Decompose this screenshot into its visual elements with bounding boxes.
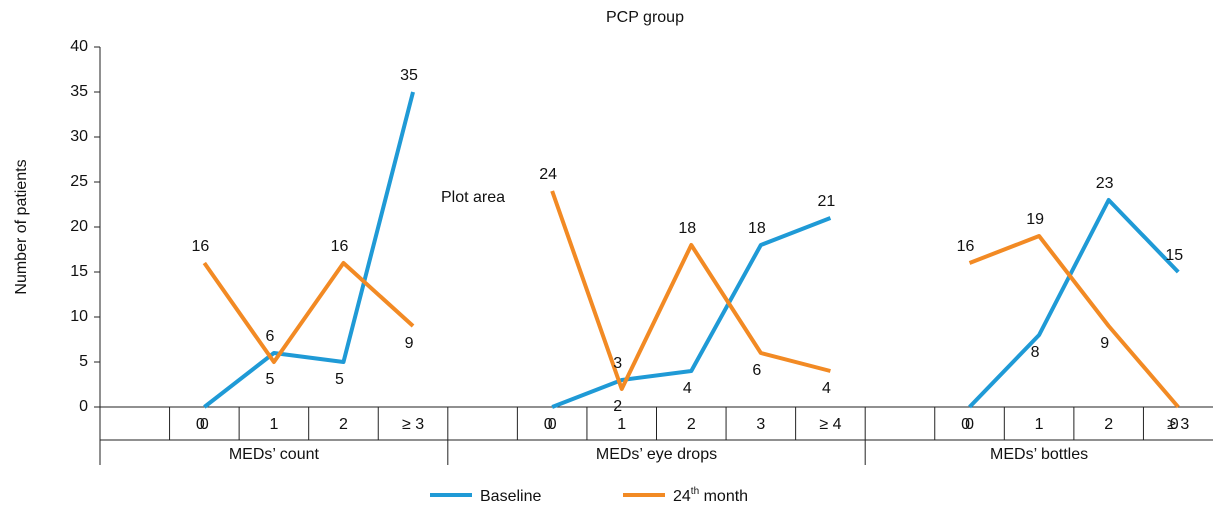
data-label: 5 xyxy=(265,371,274,388)
legend-label: 24th month xyxy=(673,486,748,506)
data-label: 18 xyxy=(748,220,766,237)
data-label: 0 xyxy=(544,416,553,433)
annotation: Plot area xyxy=(441,189,505,206)
data-label: 9 xyxy=(405,335,414,352)
data-label: 18 xyxy=(678,220,696,237)
y-axis-label: Number of patients xyxy=(13,159,30,294)
x-tick-label: 0 xyxy=(965,416,974,433)
data-label: 2 xyxy=(613,398,622,415)
data-label: 16 xyxy=(331,238,349,255)
x-tick-label: ≥ 3 xyxy=(402,416,424,433)
y-tick-label: 5 xyxy=(79,353,88,370)
chart-title: PCP group xyxy=(606,9,684,26)
data-label: 0 xyxy=(196,416,205,433)
data-label: 4 xyxy=(822,380,831,397)
series-line xyxy=(202,190,1180,409)
data-label: 9 xyxy=(1100,335,1109,352)
x-tick-label: 2 xyxy=(687,416,696,433)
data-label: 0 xyxy=(961,416,970,433)
data-label: 16 xyxy=(957,238,975,255)
data-label: 15 xyxy=(1165,247,1183,264)
x-tick-label: ≥ 3 xyxy=(1167,416,1189,433)
data-label: 5 xyxy=(335,371,344,388)
data-label: 0 xyxy=(1170,416,1179,433)
data-label: 35 xyxy=(400,67,418,84)
x-tick-label: 0 xyxy=(200,416,209,433)
x-tick-label: 1 xyxy=(269,416,278,433)
data-label: 19 xyxy=(1026,211,1044,228)
y-tick-label: 15 xyxy=(70,263,88,280)
x-tick-label: 0 xyxy=(548,416,557,433)
data-label: 8 xyxy=(1031,344,1040,361)
data-label: 21 xyxy=(818,193,836,210)
y-tick-label: 30 xyxy=(70,128,88,145)
data-label: 23 xyxy=(1096,175,1114,192)
y-tick-label: 10 xyxy=(70,308,88,325)
data-label: 4 xyxy=(683,380,692,397)
group-label: MEDs’ count xyxy=(229,446,320,463)
x-tick-label: 1 xyxy=(1035,416,1044,433)
x-tick-label: 2 xyxy=(339,416,348,433)
y-tick-label: 20 xyxy=(70,218,88,235)
x-tick-label: 3 xyxy=(756,416,765,433)
data-label: 6 xyxy=(752,362,761,379)
y-tick-label: 25 xyxy=(70,173,88,190)
x-tick-label: 1 xyxy=(617,416,626,433)
y-tick-label: 0 xyxy=(79,398,88,415)
x-tick-label: 2 xyxy=(1104,416,1113,433)
group-label: MEDs’ eye drops xyxy=(596,446,717,463)
data-label: 6 xyxy=(265,328,274,345)
y-tick-label: 35 xyxy=(70,83,88,100)
data-label: 16 xyxy=(191,238,209,255)
x-tick-label: ≥ 4 xyxy=(819,416,841,433)
data-label: 24 xyxy=(539,166,557,183)
data-label: 3 xyxy=(613,355,622,372)
y-tick-label: 40 xyxy=(70,38,88,55)
series-line xyxy=(203,91,1180,409)
group-label: MEDs’ bottles xyxy=(990,446,1088,463)
legend-label: Baseline xyxy=(480,488,541,505)
